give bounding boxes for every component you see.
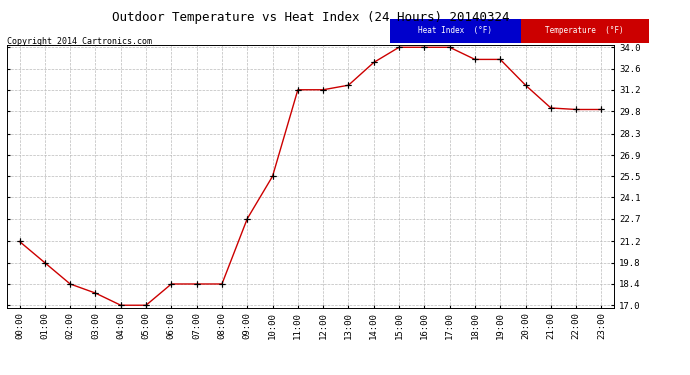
Text: Outdoor Temperature vs Heat Index (24 Hours) 20140324: Outdoor Temperature vs Heat Index (24 Ho… <box>112 11 509 24</box>
Text: Copyright 2014 Cartronics.com: Copyright 2014 Cartronics.com <box>7 38 152 46</box>
Text: Heat Index  (°F): Heat Index (°F) <box>418 26 493 36</box>
Text: Temperature  (°F): Temperature (°F) <box>546 26 624 36</box>
